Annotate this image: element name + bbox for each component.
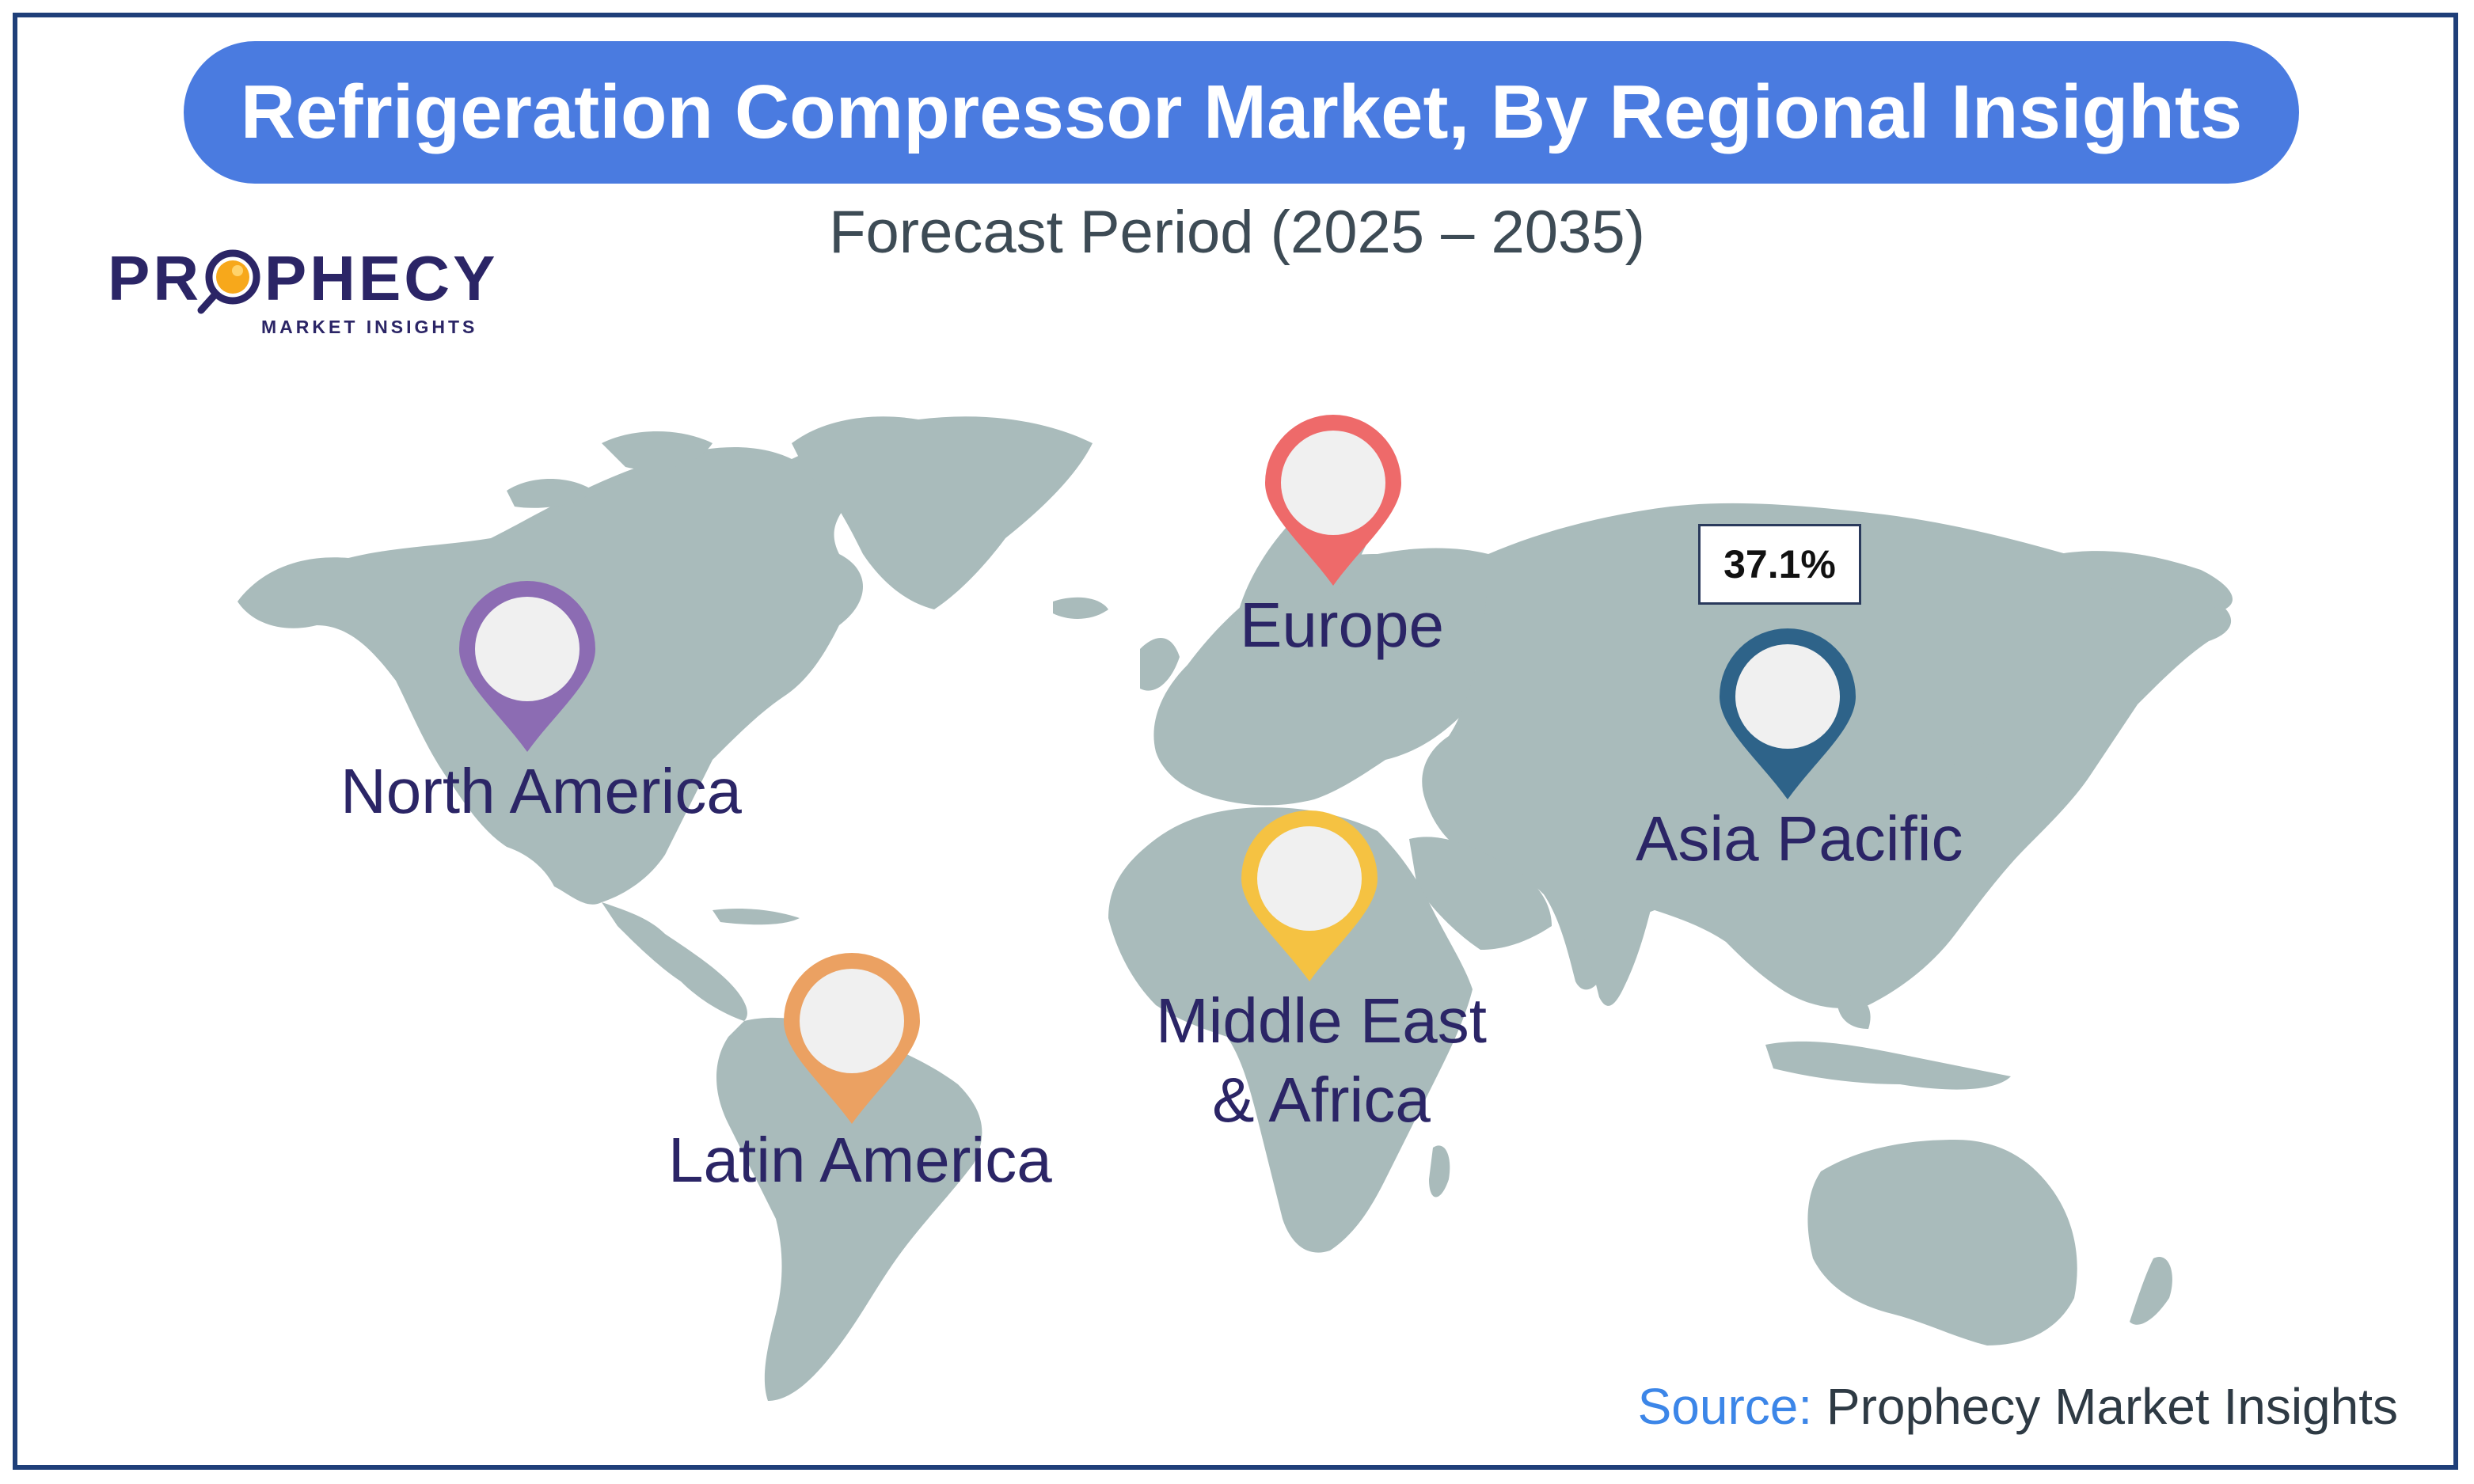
pin-asia-pacific <box>1720 628 1856 799</box>
title-banner: Refrigeration Compressor Market, By Regi… <box>184 41 2299 184</box>
south-america-landmass <box>716 1017 982 1401</box>
central-america-landmass <box>602 902 747 1021</box>
arctic-islands <box>507 431 713 508</box>
label-latin-america: Latin America <box>668 1125 1052 1195</box>
pin-latin-america <box>784 953 920 1124</box>
chart-title: Refrigeration Compressor Market, By Regi… <box>240 70 2243 154</box>
logo-tagline: MARKET INSIGHTS <box>261 317 478 337</box>
southeast-asia-islands <box>1765 995 2011 1090</box>
source-label: Source: <box>1637 1378 1813 1435</box>
label-north-america: North America <box>340 756 742 826</box>
prophecy-logo: PR PHECY MARKET INSIGHTS <box>108 242 519 337</box>
label-asia-pacific: Asia Pacific <box>1636 803 1963 874</box>
asia-pacific-share-box: 37.1% <box>1698 524 1861 605</box>
africa-landmass <box>1108 807 1473 1253</box>
greenland-landmass <box>792 416 1093 609</box>
asia-pacific-share: 37.1% <box>1723 542 1836 586</box>
iceland-landmass <box>1053 597 1108 619</box>
new-zealand-landmass <box>2130 1257 2172 1325</box>
land-masses <box>238 416 2233 1401</box>
source-line: Source: Prophecy Market Insights <box>1638 1377 2398 1436</box>
pin-north-america <box>459 581 595 752</box>
forecast-subtitle: Forecast Period (2025 – 2035) <box>829 199 1645 266</box>
australia-landmass <box>1807 1140 2077 1345</box>
arabian-peninsula <box>1409 837 1552 950</box>
pin-europe <box>1265 415 1401 586</box>
source-value: Prophecy Market Insights <box>1812 1378 2398 1435</box>
uk-landmass <box>1140 638 1180 691</box>
caribbean-islands <box>713 909 800 925</box>
india-landmass <box>1575 881 1655 1006</box>
far-east-landmass <box>2058 551 2233 609</box>
label-europe: Europe <box>1240 590 1444 660</box>
logo-wordmark: PR PHECY <box>108 243 499 313</box>
madagascar-landmass <box>1429 1145 1450 1197</box>
japan-landmass <box>1948 743 1995 831</box>
label-middle-east-africa: Middle East & Africa <box>1156 985 1487 1135</box>
magnifier-icon <box>197 249 260 314</box>
pin-middle-east-africa <box>1241 810 1378 981</box>
asia-landmass <box>1422 503 2232 1008</box>
